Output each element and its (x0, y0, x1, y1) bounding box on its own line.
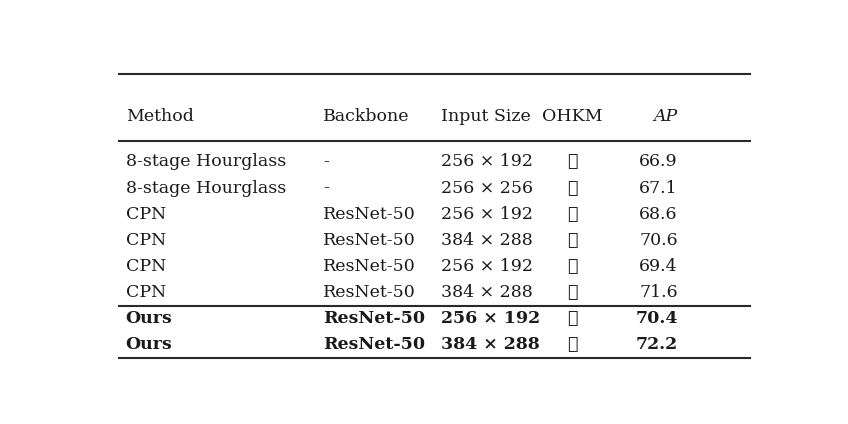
Text: ✗: ✗ (567, 206, 577, 223)
Text: 384 × 288: 384 × 288 (441, 232, 533, 249)
Text: 384 × 288: 384 × 288 (441, 284, 533, 301)
Text: ResNet-50: ResNet-50 (323, 284, 416, 301)
Text: 8-stage Hourglass: 8-stage Hourglass (126, 179, 286, 196)
Text: CPN: CPN (126, 284, 166, 301)
Text: 256 × 192: 256 × 192 (441, 153, 533, 170)
Text: Backbone: Backbone (323, 108, 410, 125)
Text: Ours: Ours (126, 310, 172, 327)
Text: 256 × 256: 256 × 256 (441, 179, 533, 196)
Text: ✗: ✗ (567, 232, 577, 249)
Text: -: - (323, 179, 329, 196)
Text: 71.6: 71.6 (639, 284, 678, 301)
Text: 69.4: 69.4 (639, 258, 678, 275)
Text: 70.4: 70.4 (635, 310, 678, 327)
Text: ResNet-50: ResNet-50 (323, 258, 416, 275)
Text: 8-stage Hourglass: 8-stage Hourglass (126, 153, 286, 170)
Text: ✓: ✓ (567, 284, 577, 301)
Text: 256 × 192: 256 × 192 (441, 206, 533, 223)
Text: Ours: Ours (126, 336, 172, 353)
Text: -: - (323, 153, 329, 170)
Text: 70.6: 70.6 (639, 232, 678, 249)
Text: CPN: CPN (126, 206, 166, 223)
Text: ResNet-50: ResNet-50 (323, 310, 425, 327)
Text: 256 × 192: 256 × 192 (441, 310, 540, 327)
Text: AP: AP (654, 108, 678, 125)
Text: 67.1: 67.1 (639, 179, 678, 196)
Text: 68.6: 68.6 (639, 206, 678, 223)
Text: ResNet-50: ResNet-50 (323, 336, 425, 353)
Text: 384 × 288: 384 × 288 (441, 336, 540, 353)
Text: ✗: ✗ (567, 336, 577, 353)
Text: 256 × 192: 256 × 192 (441, 258, 533, 275)
Text: 72.2: 72.2 (636, 336, 678, 353)
Text: OHKM: OHKM (543, 108, 603, 125)
Text: ResNet-50: ResNet-50 (323, 206, 416, 223)
Text: Method: Method (126, 108, 193, 125)
Text: ✗: ✗ (567, 310, 577, 327)
Text: ✓: ✓ (567, 258, 577, 275)
Text: CPN: CPN (126, 232, 166, 249)
Text: CPN: CPN (126, 258, 166, 275)
Text: ResNet-50: ResNet-50 (323, 232, 416, 249)
Text: ✗: ✗ (567, 153, 577, 170)
Text: 66.9: 66.9 (639, 153, 678, 170)
Text: ✗: ✗ (567, 179, 577, 196)
Text: Input Size: Input Size (441, 108, 531, 125)
